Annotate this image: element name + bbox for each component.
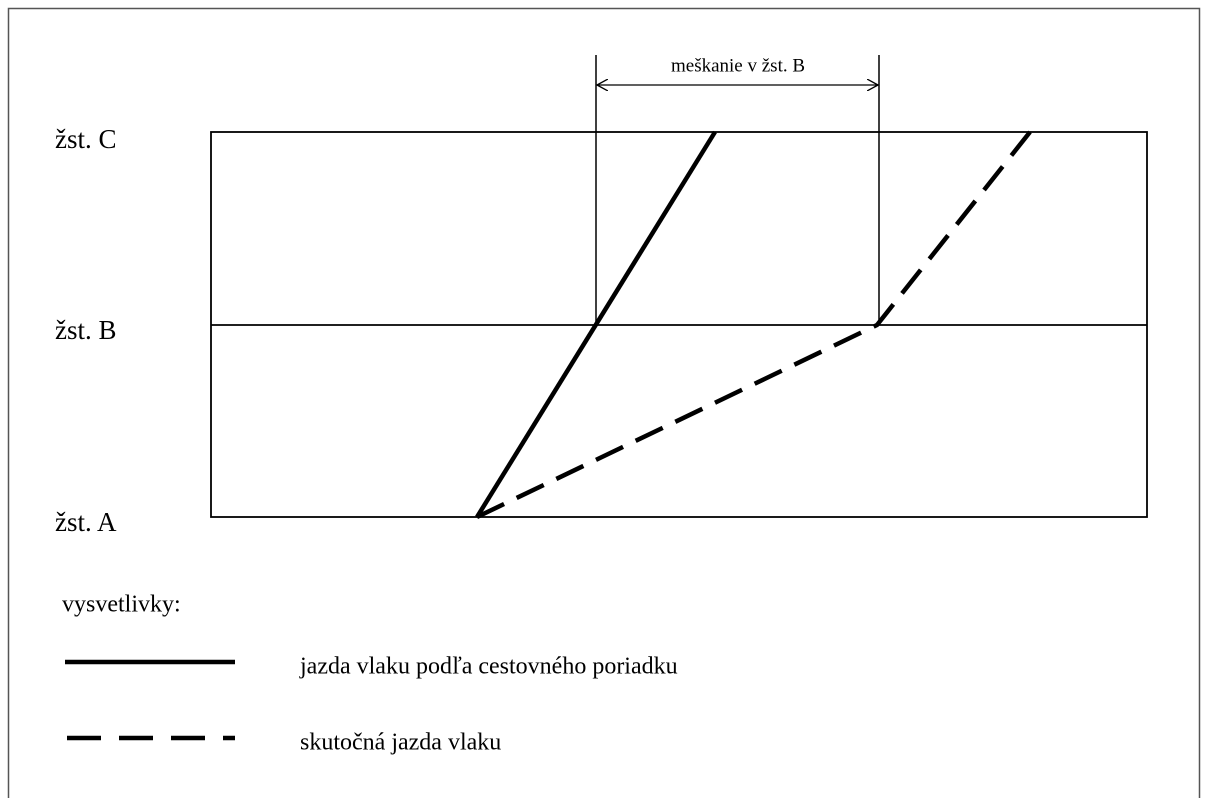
actual-run [476,130,1032,520]
legend-title: vysvetlivky: [62,592,181,618]
planned-run [475,130,717,519]
station-label: žst. B [55,315,117,345]
dimension-label: meškanie v žst. B [671,55,805,76]
station-label: žst. C [55,124,117,154]
legend-label: jazda vlaku podľa cestovného poriadku [299,654,678,680]
frame [7,7,1201,798]
station-label: žst. A [55,507,117,537]
legend-label: skutočná jazda vlaku [300,730,501,756]
